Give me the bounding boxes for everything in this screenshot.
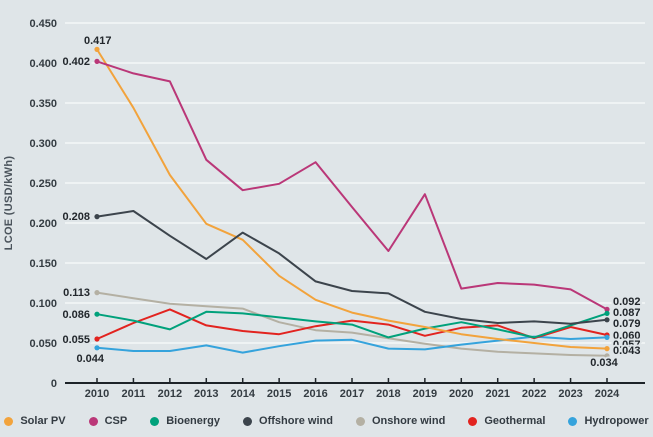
legend-item-csp: CSP <box>88 415 128 427</box>
x-tick-label: 2024 <box>595 388 620 400</box>
x-tick-label: 2017 <box>340 388 364 400</box>
data-point-onshore-wind <box>604 353 610 359</box>
y-tick-label: 0.250 <box>29 178 57 190</box>
data-point-csp <box>604 306 610 312</box>
y-tick-label: 0.150 <box>29 258 57 270</box>
data-point-solar-pv <box>604 346 610 352</box>
value-label-csp: 0.092 <box>613 296 641 308</box>
legend-label: Offshore wind <box>259 415 333 427</box>
data-point-csp <box>94 58 100 64</box>
legend-dot-csp <box>88 416 98 426</box>
legend-dot-solar-pv <box>4 416 14 426</box>
x-tick-label: 2013 <box>194 388 218 400</box>
legend-label: Geothermal <box>484 415 546 427</box>
x-tick-label: 2010 <box>85 388 109 400</box>
y-tick-label: 0.350 <box>29 98 57 110</box>
value-label-bioenergy: 0.087 <box>613 307 641 319</box>
series-line-hydropower <box>96 335 608 354</box>
y-axis-title: LCOE (USD/kWh) <box>3 156 15 251</box>
x-tick-label: 2021 <box>485 388 509 400</box>
x-tick-label: 2019 <box>413 388 437 400</box>
value-label-offshore-wind: 0.079 <box>613 318 641 330</box>
legend-item-geothermal: Geothermal <box>468 415 545 427</box>
data-point-offshore-wind <box>94 214 100 220</box>
legend-dot-bioenergy <box>150 416 160 426</box>
y-tick-label: 0.050 <box>29 338 57 350</box>
value-label-bioenergy: 0.086 <box>62 309 90 321</box>
x-tick-label: 2012 <box>158 388 182 400</box>
data-point-bioenergy <box>604 310 610 316</box>
data-point-geothermal <box>94 336 100 342</box>
data-point-solar-pv <box>94 46 100 53</box>
x-tick-label: 2023 <box>558 388 582 400</box>
data-point-hydropower <box>604 334 610 340</box>
value-label-geothermal: 0.060 <box>613 330 641 342</box>
y-tick-label: 0.300 <box>29 138 57 150</box>
legend-item-solar-pv: Solar PV <box>4 415 66 427</box>
x-tick-label: 2020 <box>449 388 473 400</box>
legend-dot-hydropower <box>568 416 578 426</box>
y-tick-label: 0.200 <box>29 218 57 230</box>
legend-dot-offshore-wind <box>243 416 253 426</box>
lcoe-line-chart: 0.450 0.400 0.350 0.300 0.250 0.200 0.150 0.100… <box>3 18 645 400</box>
series-line-onshore-wind <box>96 291 608 357</box>
series-line-csp <box>96 60 608 311</box>
legend-item-onshore-wind: Onshore wind <box>355 415 446 427</box>
y-tick-label: 0.450 <box>29 18 57 30</box>
data-point-offshore-wind <box>604 317 610 323</box>
x-tick-label: 2022 <box>522 388 546 400</box>
legend-label: Hydropower <box>584 415 649 427</box>
x-tick-label: 2015 <box>267 388 291 400</box>
y-tick-label: 0.400 <box>29 58 57 70</box>
x-tick-label: 2018 <box>376 388 400 400</box>
value-label-solar-pv: 0.417 <box>84 35 112 47</box>
value-label-onshore-wind: 0.113 <box>63 287 90 299</box>
legend-item-hydropower: Hydropower <box>568 415 649 427</box>
data-point-hydropower <box>94 345 100 351</box>
series-line-bioenergy <box>96 310 608 339</box>
legend-label: Solar PV <box>20 415 66 427</box>
legend-label: Bioenergy <box>166 415 221 427</box>
value-label-geothermal: 0.055 <box>62 334 90 346</box>
legend-item-bioenergy: Bioenergy <box>150 415 220 427</box>
value-label-hydropower: 0.057 <box>613 339 641 351</box>
series-line-solar-pv <box>96 48 608 350</box>
legend-item-offshore-wind: Offshore wind <box>243 415 333 427</box>
x-tick-label: 2011 <box>121 388 145 400</box>
value-label-solar-pv: 0.043 <box>613 345 641 357</box>
value-label-hydropower: 0.044 <box>76 353 104 365</box>
y-tick-label: 0.100 <box>29 298 57 310</box>
value-label-offshore-wind: 0.208 <box>62 211 90 223</box>
legend-label: Onshore wind <box>371 415 446 427</box>
value-label-csp: 0.402 <box>62 56 90 68</box>
x-tick-label: 2014 <box>230 388 255 400</box>
y-tick-label: 0 <box>51 378 57 390</box>
legend-dot-onshore-wind <box>355 416 365 426</box>
value-label-onshore-wind: 0.034 <box>590 357 618 369</box>
chart-legend: Solar PV CSP Bioenergy Offshore wind Onshore… <box>0 408 653 434</box>
series-line-offshore-wind <box>96 210 608 325</box>
legend-label: CSP <box>104 415 128 427</box>
x-tick-label: 2016 <box>303 388 327 400</box>
chart-canvas: 0.450 0.400 0.350 0.300 0.250 0.200 0.150 0.100… <box>3 18 645 400</box>
data-point-onshore-wind <box>94 290 100 296</box>
data-point-bioenergy <box>94 311 100 317</box>
legend-dot-geothermal <box>468 416 478 426</box>
